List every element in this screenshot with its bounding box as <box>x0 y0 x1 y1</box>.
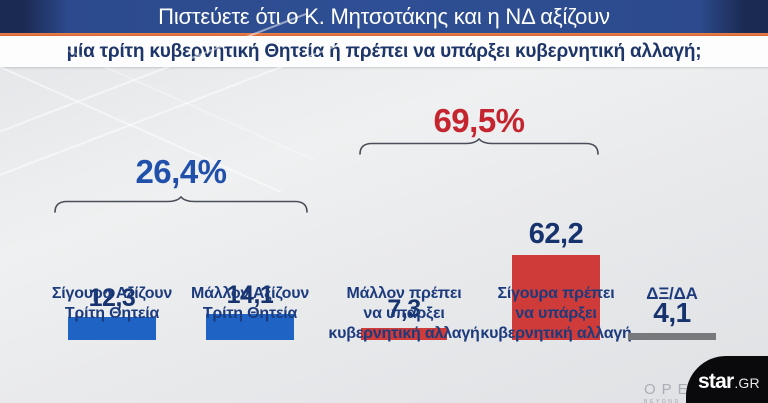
bar-rect <box>68 317 156 340</box>
page-title: Πιστεύετε ότι ο Κ. Μητσοτάκης και η ΝΔ α… <box>158 3 610 29</box>
group-total-blue: 26,4% <box>135 153 227 190</box>
page-subtitle: μία τρίτη κυβερνητική Θητεία ή πρέπει να… <box>66 40 702 62</box>
bar-rect <box>206 314 294 340</box>
subtitle-bar: μία τρίτη κυβερνητική Θητεία ή πρέπει να… <box>0 36 768 67</box>
brace-red <box>359 138 599 155</box>
title-bar: Πιστεύετε ότι ο Κ. Μητσοτάκης και η ΝΔ α… <box>0 0 768 33</box>
brace-blue <box>54 196 308 213</box>
bar-value: 12,3 <box>88 284 136 312</box>
bar-label: ΔΞ/ΔΑ <box>646 284 698 303</box>
group-total-red: 69,5% <box>433 102 525 139</box>
bar-label: Μάλλον Αξίζουν Τρίτη Θητεία <box>190 285 310 322</box>
bar-value: 62,2 <box>528 218 584 250</box>
star-gr-wordmark: star .GR <box>698 370 760 393</box>
bar-rect <box>361 328 447 340</box>
bar-label: Σίγουρα πρέπει να υπάρξει κυβερνητική αλ… <box>480 285 632 342</box>
bar-rect <box>628 333 716 340</box>
bar-label: Σίγουρα Αξίζουν Τρίτη Θητεία <box>51 285 173 322</box>
divider-line <box>0 33 768 36</box>
bar-value: 4,1 <box>653 297 691 328</box>
bar-column: 62,2 Σίγουρα πρέπει να υπάρξει κυβερνητι… <box>461 67 651 403</box>
open-tv-tagline: BEYOND <box>644 399 681 403</box>
bar-label: Μάλλον πρέπει να υπάρξει κυβερνητική αλλ… <box>328 285 480 342</box>
bar-column: 7,3 Μάλλον πρέπει να υπάρξει κυβερνητική… <box>309 67 499 403</box>
chart-area: 26,4% 69,5% 12,3 Σίγουρα Αξίζουν Τρίτη Θ… <box>0 13 768 403</box>
bar-column: 12,3 Σίγουρα Αξίζουν Τρίτη Θητεία <box>22 67 202 403</box>
bar-value: 14,1 <box>226 281 274 309</box>
bar-column: 4,1 ΔΞ/ΔΑ <box>582 67 762 403</box>
bar-column: 14,1 Μάλλον Αξίζουν Τρίτη Θητεία <box>160 67 340 403</box>
bar-rect <box>512 255 600 340</box>
bar-value: 7,3 <box>387 295 421 323</box>
